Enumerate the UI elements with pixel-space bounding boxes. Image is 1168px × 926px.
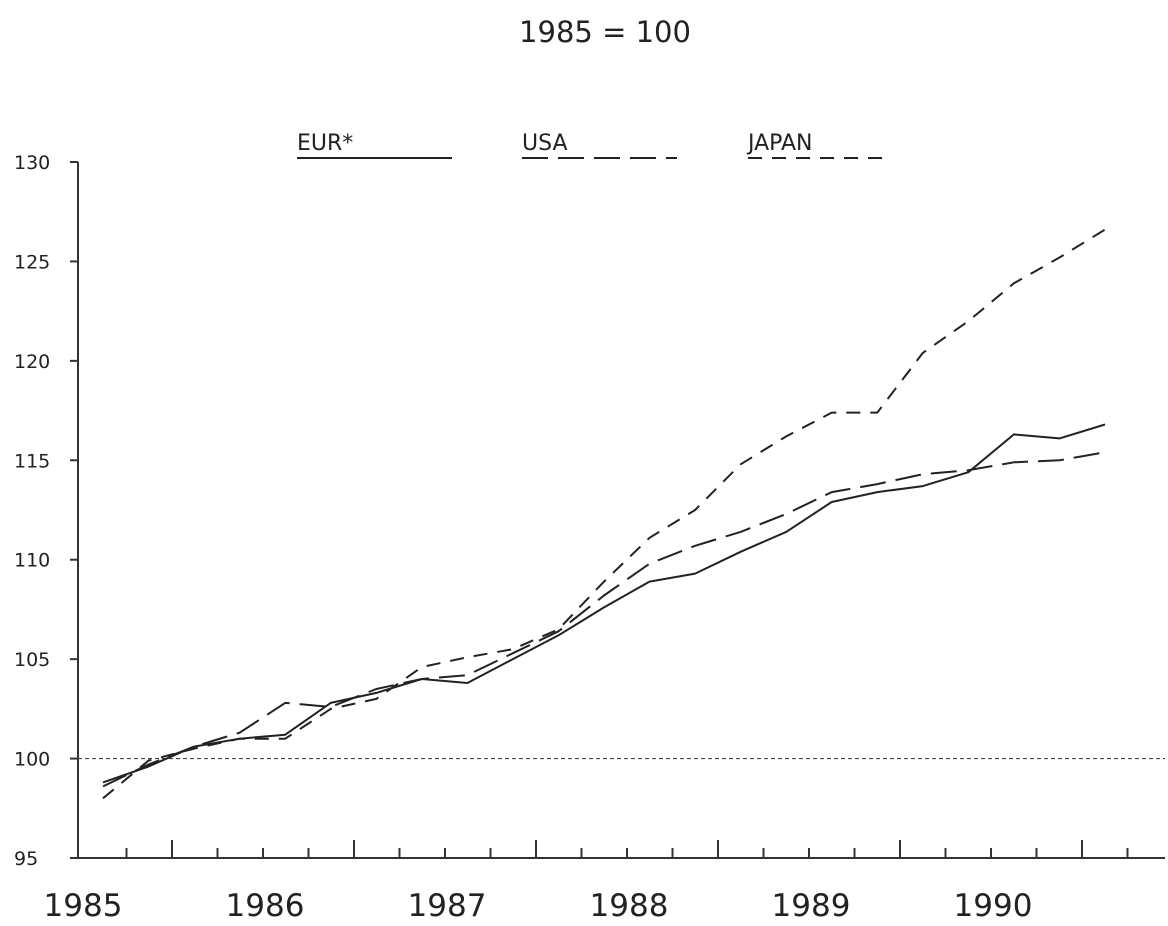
series-line-japan xyxy=(102,228,1106,800)
chart-subtitle: 1985 = 100 xyxy=(519,15,691,49)
x-tick-label: 1990 xyxy=(954,888,1033,922)
x-tick-label: 1989 xyxy=(772,888,851,922)
x-tick-label: 1988 xyxy=(590,888,669,922)
legend-label: USA xyxy=(522,131,568,156)
axes: 95 100 105 110 115 120 125 130 1985 1986 1987 1988 1… xyxy=(14,152,1165,924)
series-layer xyxy=(102,228,1106,800)
legend-label: JAPAN xyxy=(746,131,813,156)
y-tick-label: 130 xyxy=(14,152,50,174)
y-tick-label: 100 xyxy=(14,749,50,771)
y-tick-label: 125 xyxy=(14,251,50,273)
y-tick-label: 110 xyxy=(14,550,50,572)
x-tick-label: 1985 xyxy=(44,888,123,922)
y-tick-label: 95 xyxy=(14,848,38,870)
legend: EUR* USA JAPAN xyxy=(297,131,888,159)
x-tick-label: 1987 xyxy=(408,888,487,922)
y-tick-label: 120 xyxy=(14,351,50,373)
y-tick-label: 115 xyxy=(14,450,50,472)
y-tick-label: 105 xyxy=(14,649,50,671)
series-line-usa xyxy=(102,451,1106,788)
legend-label: EUR* xyxy=(297,131,353,156)
x-tick-label: 1986 xyxy=(226,888,305,922)
series-line-eur xyxy=(102,423,1106,784)
